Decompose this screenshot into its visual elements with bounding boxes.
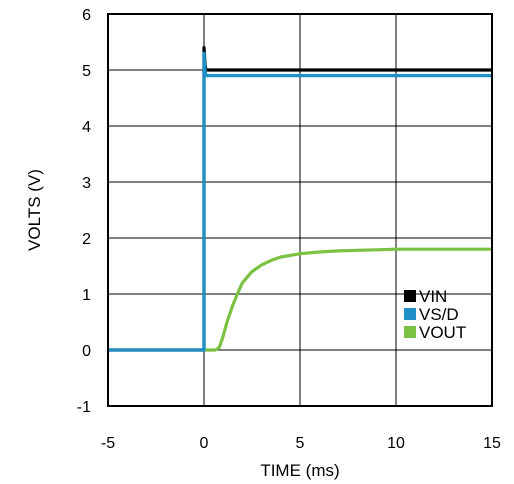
y-tick-label: 4 [82,119,91,136]
x-tick-label: 15 [483,435,501,452]
y-tick-label: 1 [82,287,91,304]
y-tick-label: 2 [82,231,91,248]
y-tick-label: 5 [82,63,91,80]
series-lines [108,45,492,352]
x-tick-label: 5 [296,435,305,452]
y-tick-label: 0 [82,343,91,360]
legend-swatch [404,290,416,302]
legend-label: VS/D [419,305,459,324]
legend-swatch [404,308,416,320]
legend-swatch [404,326,416,338]
y-tick-labels: -1 0 1 2 3 4 5 6 [77,7,91,416]
y-tick-label: -1 [77,399,91,416]
x-tick-label: 0 [200,435,209,452]
x-tick-label: -5 [101,435,115,452]
y-tick-label: 3 [82,175,91,192]
series-line-vout [204,247,492,352]
legend-label: VIN [419,287,447,306]
x-axis-label: TIME (ms) [260,461,339,480]
series-line-vs-d [108,51,492,352]
y-axis-label: VOLTS (V) [25,169,44,251]
x-tick-label: 10 [387,435,405,452]
y-tick-label: 6 [82,7,91,24]
legend-label: VOUT [419,323,466,342]
x-tick-labels: -5 0 5 10 15 [101,435,501,452]
plot-frame [107,13,493,407]
grid [107,13,493,407]
